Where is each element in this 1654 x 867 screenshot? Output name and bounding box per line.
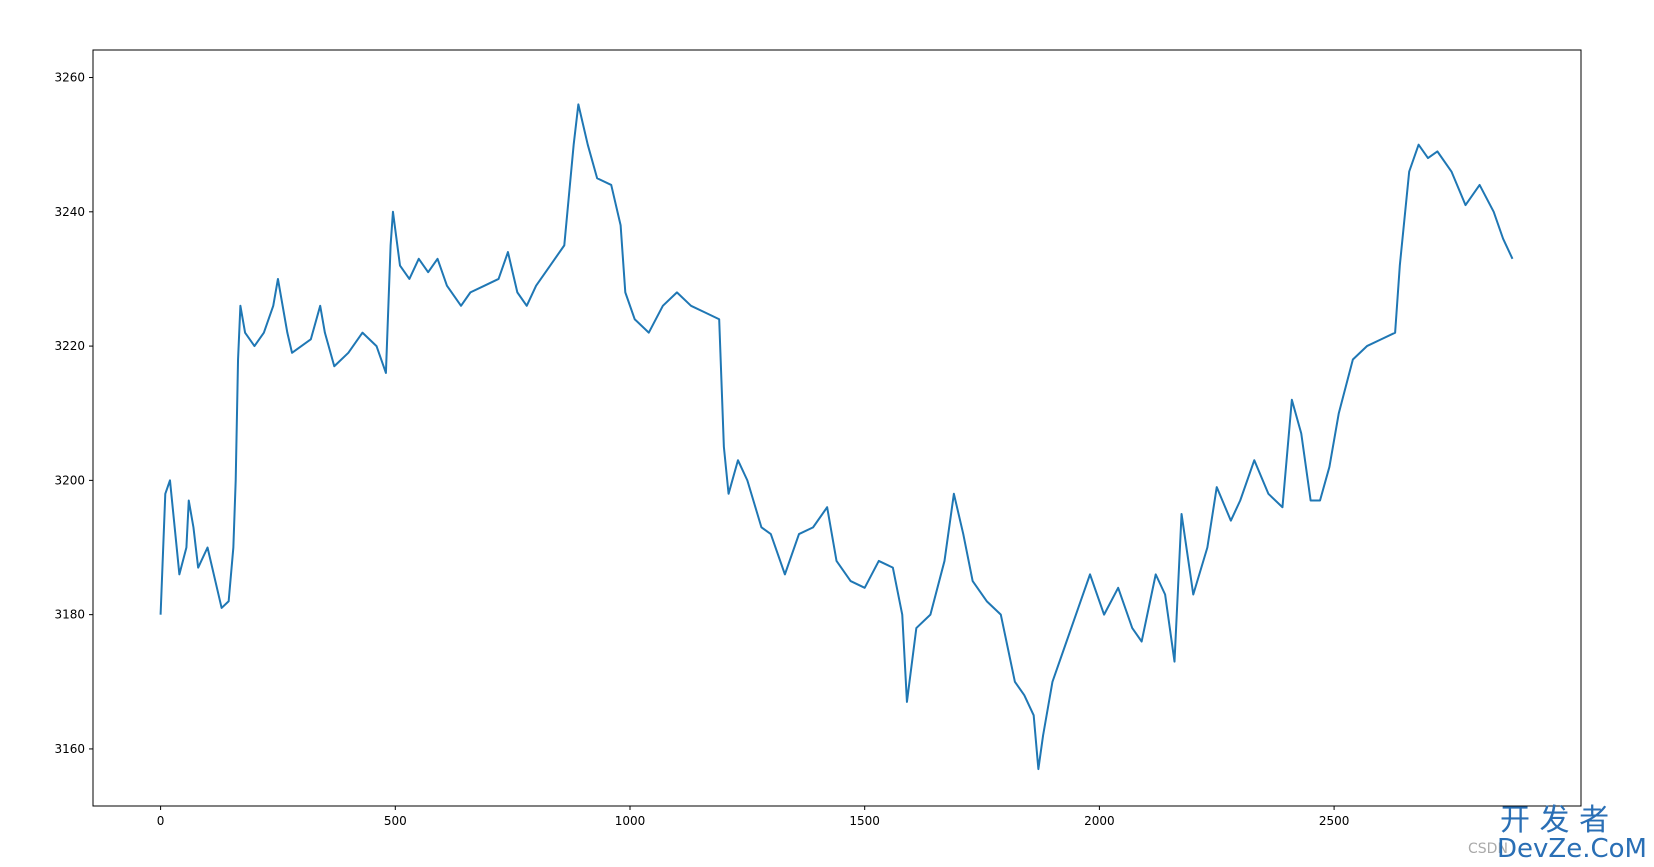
- x-tick-label: 2000: [1084, 814, 1115, 828]
- y-tick-label: 3160: [54, 742, 85, 756]
- y-tick-label: 3220: [54, 339, 85, 353]
- watermark-csdn: CSDN: [1468, 841, 1508, 857]
- y-tick-label: 3260: [54, 71, 85, 85]
- x-tick-label: 1500: [849, 814, 880, 828]
- x-tick-label: 500: [384, 814, 407, 828]
- x-tick-label: 1000: [615, 814, 646, 828]
- plot-frame: [92, 49, 1582, 807]
- y-tick-label: 3200: [54, 473, 85, 487]
- watermark-en: DevZe.CoM: [1497, 834, 1647, 864]
- x-tick-label: 0: [157, 814, 165, 828]
- x-tick-label: 2500: [1319, 814, 1350, 828]
- watermark-cn: 开 发 者: [1500, 803, 1609, 838]
- line-series: [159, 103, 1514, 771]
- y-tick-label: 3240: [54, 205, 85, 219]
- y-tick-label: 3180: [54, 608, 85, 622]
